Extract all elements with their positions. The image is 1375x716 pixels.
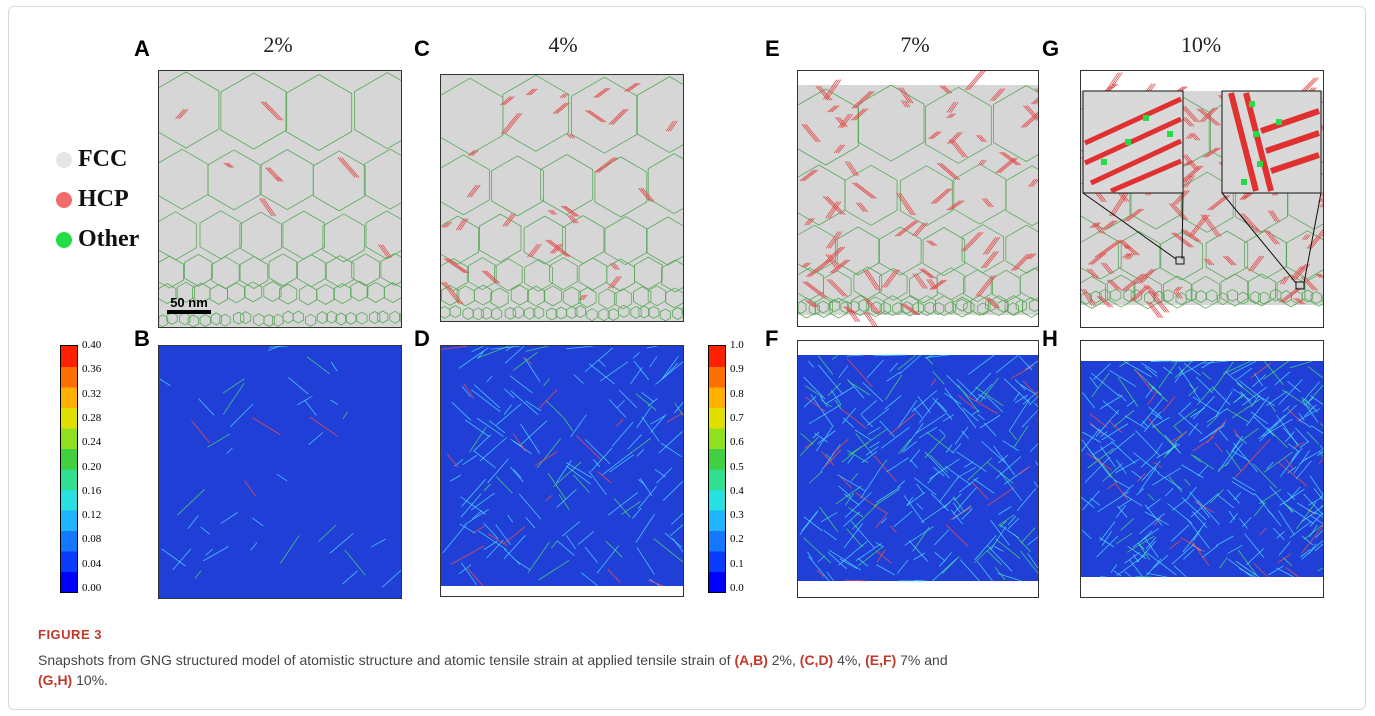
colorbar-tick-label: 0.04 xyxy=(82,557,102,570)
colorbar-tick-label: 0.3 xyxy=(730,509,744,522)
strain-label-4: 4% xyxy=(548,32,578,57)
colorbar-tick-label: 0.0 xyxy=(730,582,744,594)
strain-label-7: 7% xyxy=(900,32,930,57)
colorbar-tick-label: 1.0 xyxy=(730,339,744,351)
panel-a-structure: 50 nm xyxy=(158,70,402,328)
figure-caption: Snapshots from GNG structured model of a… xyxy=(38,650,1338,690)
colorbar-tick-label: 0.24 xyxy=(82,436,102,449)
hcp-dot-icon xyxy=(56,191,72,208)
panel-letter-a: A xyxy=(134,36,150,61)
panel-letter-h: H xyxy=(1042,326,1058,351)
colorbar-tick-label: 0.9 xyxy=(730,363,744,376)
colorbar-tick-label: 0.20 xyxy=(82,460,102,473)
scale-bar: 50 nm xyxy=(167,295,211,314)
panel-b-strain xyxy=(158,345,402,599)
scale-bar-line xyxy=(167,310,211,314)
caption-part: 7% and xyxy=(896,652,948,668)
legend-other-label: Other xyxy=(78,226,140,252)
colorbar-tick-label: 0.32 xyxy=(82,387,102,400)
legend-other: Other xyxy=(56,226,139,253)
caption-part: 4%, xyxy=(833,652,866,668)
strain-label-2: 2% xyxy=(263,32,293,57)
caption-ref: (E,F) xyxy=(865,652,897,668)
caption-part: 10%. xyxy=(72,672,109,688)
other-dot-icon xyxy=(56,231,72,248)
colorbar-tick-label: 0.08 xyxy=(82,533,102,546)
colorbar-tick-label: 0.7 xyxy=(730,411,744,424)
panel-letter-b: B xyxy=(134,326,150,351)
colorbar-tick-label: 0.28 xyxy=(82,411,102,424)
panel-c-structure xyxy=(440,74,684,322)
colorbar-tick-label: 0.36 xyxy=(82,363,102,376)
colorbar-tick-label: 0.5 xyxy=(730,460,744,473)
panel-f-strain xyxy=(797,340,1039,598)
panel-letter-d: D xyxy=(414,326,430,351)
colorbar-tick-label: 0.8 xyxy=(730,387,744,400)
figure-caption-title: FIGURE 3 xyxy=(38,627,102,642)
panel-e-structure xyxy=(797,70,1039,327)
colorbar-tick-label: 0.40 xyxy=(82,339,102,351)
strain-label-10: 10% xyxy=(1180,32,1222,57)
legend-hcp-label: HCP xyxy=(78,186,129,212)
colorbar-tick-label: 0.00 xyxy=(82,582,102,594)
legend-fcc: FCC xyxy=(56,146,127,173)
colorbar-tick-label: 0.16 xyxy=(82,484,102,497)
colorbar-tick-label: 0.2 xyxy=(730,533,744,546)
panel-g-structure xyxy=(1080,70,1324,328)
colorbar-tick-label: 0.4 xyxy=(730,484,744,497)
colorbar-tick-label: 0.12 xyxy=(82,509,102,522)
colorbar-tick-label: 0.6 xyxy=(730,436,744,449)
caption-part: 2%, xyxy=(767,652,800,668)
panel-letter-c: C xyxy=(414,36,430,61)
scale-bar-label: 50 nm xyxy=(170,295,208,310)
panel-letter-f: F xyxy=(765,326,779,351)
colorbar-right xyxy=(708,345,726,593)
legend-fcc-label: FCC xyxy=(78,146,128,172)
panel-letter-e: E xyxy=(765,36,780,61)
panel-h-strain xyxy=(1080,340,1324,598)
panel-d-strain xyxy=(440,345,684,597)
fcc-dot-icon xyxy=(56,151,72,168)
colorbar-left xyxy=(60,345,78,593)
caption-ref: (G,H) xyxy=(38,672,73,688)
caption-part: Snapshots from GNG structured model of a… xyxy=(38,652,735,668)
panel-letter-g: G xyxy=(1042,36,1060,61)
caption-ref: (C,D) xyxy=(799,652,834,668)
legend-hcp: HCP xyxy=(56,186,129,213)
zoom-insets xyxy=(1082,90,1322,290)
colorbar-tick-label: 0.1 xyxy=(730,557,744,570)
caption-ref: (A,B) xyxy=(734,652,768,668)
